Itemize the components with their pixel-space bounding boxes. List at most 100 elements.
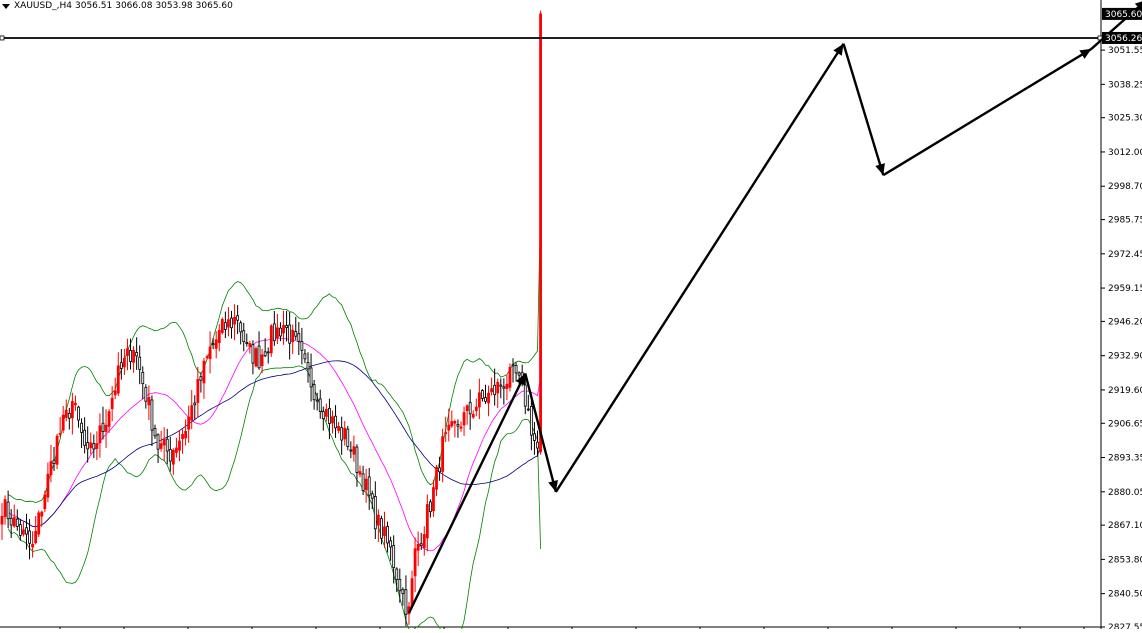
candle-body	[502, 386, 506, 389]
candle-body	[404, 589, 408, 615]
candle-body	[380, 518, 383, 539]
candle-body	[52, 459, 56, 465]
trend-arrow	[407, 372, 527, 614]
candle-body	[511, 364, 515, 367]
candle-body	[119, 362, 123, 369]
candle-body	[141, 371, 145, 385]
candle-body	[116, 365, 120, 394]
candle-body	[123, 357, 126, 368]
candle-body	[432, 487, 435, 512]
candle-body	[398, 578, 402, 592]
candle-body	[529, 405, 533, 436]
candle-body	[159, 443, 163, 449]
candle-body	[223, 322, 227, 330]
candle-body	[55, 435, 59, 465]
price-tick-label: 2867.10	[1108, 521, 1142, 531]
candle-body	[435, 466, 438, 490]
candles	[0, 10, 542, 627]
candle-body	[416, 543, 420, 551]
candle-body	[315, 399, 319, 402]
candle-body	[523, 384, 527, 407]
candle-body	[425, 504, 429, 539]
candle-body	[450, 421, 454, 427]
arrow-head	[875, 163, 885, 176]
candle-body	[144, 387, 148, 402]
candle-body	[386, 526, 389, 544]
price-tick-label: 2893.35	[1108, 454, 1142, 464]
candle-body	[110, 397, 114, 410]
candle-body	[190, 405, 194, 421]
candle-body	[279, 327, 282, 337]
candle-body	[481, 390, 484, 399]
symbol-info-bar: XAUUSD_,H4 3056.51 3066.08 3053.98 3065.…	[0, 0, 236, 12]
candle-body	[242, 330, 246, 343]
candle-body	[168, 449, 172, 462]
candle-body	[9, 517, 13, 526]
price-tick-label: 2840.50	[1108, 590, 1142, 600]
candle-body	[138, 356, 142, 370]
candle-body	[422, 534, 426, 549]
candle-body	[352, 446, 356, 455]
candle-body	[269, 325, 273, 354]
candle-body	[156, 434, 160, 450]
candle-body	[205, 356, 209, 359]
bollinger-upper-line	[7, 204, 541, 504]
candle-body	[211, 343, 215, 346]
candle-body	[257, 345, 261, 369]
price-tick-label: 3038.25	[1108, 80, 1142, 90]
candle-body	[239, 322, 243, 333]
candle-body	[199, 376, 203, 381]
candle-body	[135, 352, 139, 357]
candle-body	[25, 527, 28, 535]
candle-body	[428, 501, 432, 513]
candle-body	[441, 436, 445, 472]
price-tick-label: 3051.55	[1108, 46, 1142, 56]
candle-body	[236, 315, 240, 321]
candle-body	[468, 402, 472, 415]
price-tick-label: 2972.45	[1108, 250, 1142, 260]
candle-body	[34, 530, 38, 543]
line-handle-left	[0, 35, 5, 41]
candle-body	[28, 530, 31, 544]
candle-body	[175, 447, 178, 453]
line-price-box	[1102, 31, 1142, 44]
candle-body	[233, 316, 236, 325]
candle-body	[337, 426, 341, 431]
candle-body	[37, 512, 41, 535]
candle-body	[364, 478, 368, 491]
candle-body	[493, 384, 497, 396]
candle-body	[484, 397, 487, 402]
candle-body	[153, 428, 157, 437]
chevron-down-icon[interactable]	[2, 3, 10, 9]
candle-body	[89, 442, 93, 449]
candle-body	[288, 324, 292, 344]
candle-body	[526, 408, 530, 411]
arrow-head	[1079, 48, 1092, 59]
candle-body	[227, 319, 230, 328]
price-tick-label: 2959.15	[1108, 284, 1142, 294]
candle-body	[83, 429, 87, 446]
price-tick-label: 2946.20	[1108, 317, 1142, 327]
candle-body	[474, 406, 478, 412]
candle-body	[444, 432, 448, 435]
candle-body	[64, 409, 68, 418]
ma-slow-line	[17, 360, 541, 528]
candle-body	[251, 344, 255, 364]
candle-body	[306, 362, 310, 370]
candle-body	[373, 496, 377, 530]
candle-body	[334, 415, 337, 429]
candle-body	[282, 325, 285, 334]
candle-body	[487, 392, 490, 404]
candle-body	[40, 511, 44, 517]
candle-body	[490, 388, 494, 393]
candle-body	[395, 568, 399, 580]
price-tick-label: 3012.00	[1108, 148, 1142, 158]
candle-body	[536, 441, 539, 449]
candle-body	[208, 346, 212, 360]
candle-body	[505, 383, 509, 389]
candle-body	[3, 499, 7, 517]
candle-body	[410, 578, 414, 607]
candle-body	[453, 420, 457, 424]
